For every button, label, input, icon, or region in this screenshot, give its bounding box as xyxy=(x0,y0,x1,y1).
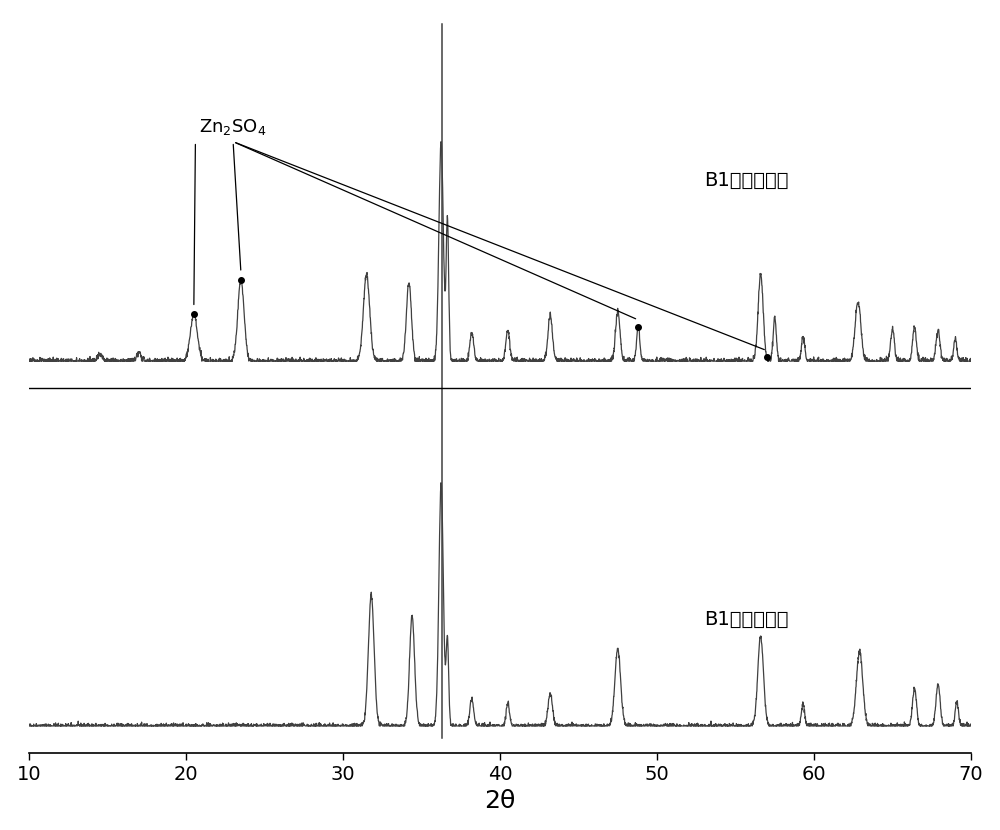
Text: Zn$_2$SO$_4$: Zn$_2$SO$_4$ xyxy=(199,116,266,136)
Text: B1（新鲜剂）: B1（新鲜剂） xyxy=(704,609,789,628)
Text: B1（老化剂）: B1（老化剂） xyxy=(704,170,789,189)
X-axis label: 2θ: 2θ xyxy=(484,789,516,813)
